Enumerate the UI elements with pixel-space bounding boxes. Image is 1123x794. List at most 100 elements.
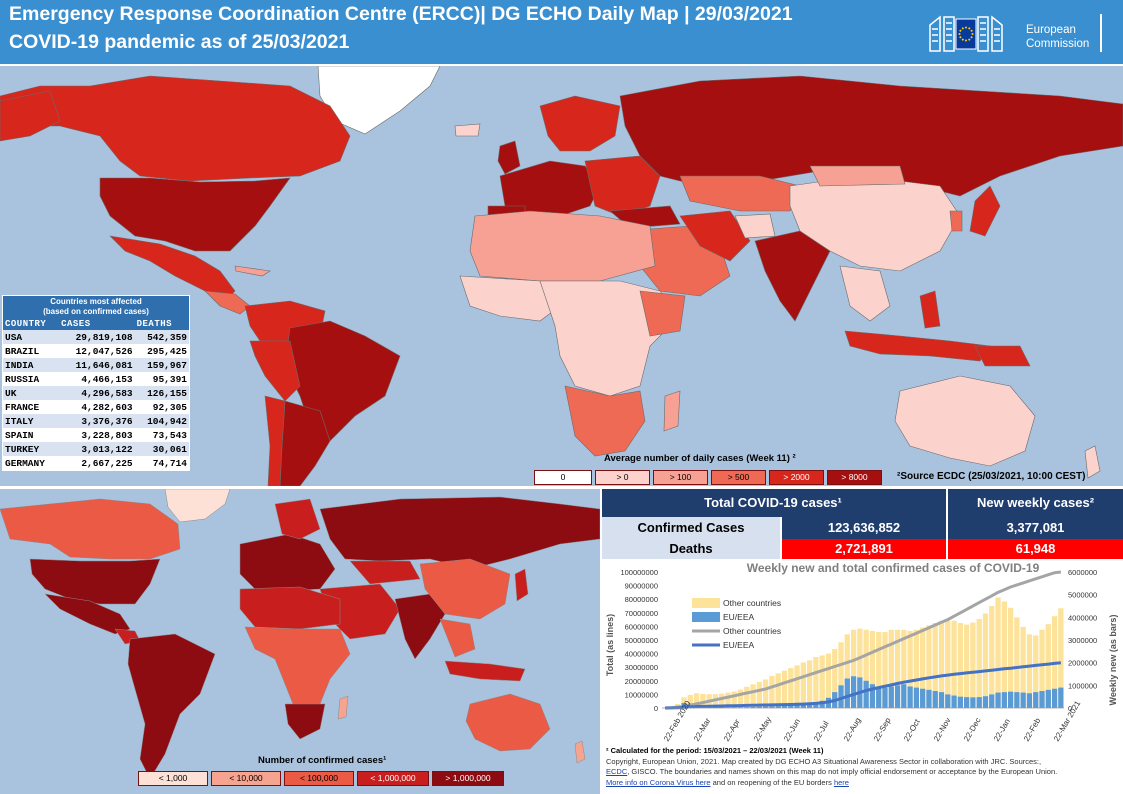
total-legend-title: Number of confirmed cases¹ — [258, 755, 387, 766]
bar-other-countries — [876, 632, 882, 708]
map-philippines — [919, 290, 941, 329]
y-right-tick: 3000000 — [1068, 636, 1097, 645]
bar-eu-eea — [894, 685, 901, 708]
bar-eu-eea — [819, 700, 825, 708]
eu-star — [965, 26, 967, 29]
table-title-line2: (based on confirmed cases) — [43, 307, 149, 316]
y-left-tick: 10000000 — [625, 690, 658, 699]
eu-borders-link[interactable]: here — [833, 777, 849, 787]
bar-other-countries — [1039, 629, 1045, 708]
bar-eu-eea — [813, 702, 819, 708]
map-russia — [619, 75, 1123, 197]
x-tick: 22-Aug — [842, 716, 863, 743]
bar-other-countries — [756, 681, 762, 708]
map-china — [419, 558, 511, 620]
map-central-america — [204, 290, 251, 315]
y-right-label: Weekly new (as bars) — [1108, 615, 1118, 706]
more-info-line: More info on Corona Virus here and on re… — [606, 778, 1123, 789]
cell-cases: 2,667,225 — [59, 456, 135, 470]
ecdc-link[interactable]: ECDC — [606, 767, 628, 776]
affected-table-grid: COUNTRY CASES DEATHS USA 29,819,108 542,35… — [3, 318, 189, 470]
bar-other-countries — [806, 660, 813, 708]
bar-eu-eea — [888, 686, 894, 708]
map-greenland — [164, 489, 231, 523]
legend-class-3: < 1,000,000 — [357, 771, 429, 786]
bar-other-countries — [794, 665, 800, 708]
y-left-tick: 0 — [654, 704, 658, 713]
bar-other-countries — [844, 634, 850, 708]
y-right-tick: 0 — [1068, 704, 1072, 713]
map-new-zealand — [1084, 445, 1101, 479]
bar-other-countries — [838, 642, 844, 708]
bar-eu-eea — [775, 706, 781, 708]
map-scandinavia — [274, 498, 321, 540]
table-row: BRAZIL 12,047,526 295,425 — [3, 344, 189, 358]
legend-class-1: > 0 — [595, 470, 650, 485]
y-left-tick: 20000000 — [625, 677, 658, 686]
table-row: USA 29,819,108 542,359 — [3, 330, 189, 344]
table-row: INDIA 11,646,081 159,967 — [3, 358, 189, 372]
table-row: GERMANY 2,667,225 74,714 — [3, 456, 189, 470]
source-note: ²Source ECDC (25/03/2021, 10:00 CEST) — [897, 471, 1086, 482]
bar-eu-eea — [1026, 693, 1033, 708]
map-north-africa — [469, 210, 656, 282]
bar-other-countries — [781, 670, 788, 708]
bar-eu-eea — [763, 706, 769, 708]
cell-deaths: 30,061 — [134, 442, 189, 456]
map-mongolia — [809, 165, 906, 187]
y-left-tick: 60000000 — [625, 622, 658, 631]
bar-other-countries — [989, 606, 995, 708]
stats-header-row: Total COVID-19 cases¹ New weekly cases² — [602, 489, 1123, 517]
map-indonesia — [444, 660, 526, 682]
bar-other-countries — [1033, 635, 1039, 708]
stats-confirmed-row: Confirmed Cases 123,636,852 3,377,081 — [602, 517, 1123, 539]
bar-other-countries — [938, 620, 945, 708]
y-right-tick: 4000000 — [1068, 613, 1097, 622]
bar-other-countries — [857, 628, 863, 708]
cell-cases: 4,282,603 — [59, 400, 135, 414]
chart-title: Weekly new and total confirmed cases of … — [747, 561, 1040, 575]
corona-info-link[interactable]: More info on Corona Virus here — [606, 777, 711, 787]
bar-other-countries — [913, 629, 920, 708]
map-png — [974, 345, 1031, 367]
bar-other-countries — [725, 692, 731, 708]
map-canada — [0, 75, 351, 182]
bar-eu-eea — [850, 676, 857, 708]
x-tick: 22-Jul — [812, 719, 831, 743]
bar-eu-eea — [957, 696, 963, 708]
bar-eu-eea — [976, 697, 982, 708]
bar-other-countries — [1026, 634, 1033, 708]
copyright-text: Copyright, European Union, 2021. Map cre… — [606, 757, 1123, 768]
map-uk — [497, 140, 521, 175]
footer: ² Calculated for the period: 15/03/2021 … — [606, 746, 1123, 788]
eu-divider — [1100, 14, 1102, 52]
eu-star — [968, 38, 971, 41]
table-row: FRANCE 4,282,603 92,305 — [3, 400, 189, 414]
eu-text-line2: Commission — [1026, 38, 1090, 50]
bar-eu-eea — [901, 684, 907, 708]
bar-other-countries — [882, 632, 888, 708]
table-row: TURKEY 3,013,122 30,061 — [3, 442, 189, 456]
map-cuba — [234, 265, 271, 277]
y-right-tick: 5000000 — [1068, 591, 1097, 600]
bar-eu-eea — [844, 678, 850, 708]
bar-eu-eea — [932, 691, 938, 708]
table-row: SPAIN 3,228,803 73,543 — [3, 428, 189, 442]
bar-other-countries — [750, 684, 756, 708]
y-left-tick: 40000000 — [625, 650, 658, 659]
divider — [0, 486, 1123, 489]
bar-eu-eea — [1007, 691, 1014, 708]
bar-eu-eea — [951, 695, 957, 708]
cell-cases: 12,047,526 — [59, 344, 135, 358]
eu-star — [970, 36, 973, 39]
x-tick: 22-Dec — [962, 716, 983, 743]
map-australia — [465, 693, 551, 752]
bar-other-countries — [1045, 624, 1051, 708]
calc-note: ² Calculated for the period: 15/03/2021 … — [606, 746, 824, 755]
bar-eu-eea — [863, 680, 869, 708]
map-iceland — [454, 123, 481, 137]
map-iran — [679, 210, 751, 262]
bar-other-countries — [951, 620, 957, 708]
x-tick: 22-Apr — [722, 717, 742, 743]
bar-eu-eea — [788, 705, 794, 708]
